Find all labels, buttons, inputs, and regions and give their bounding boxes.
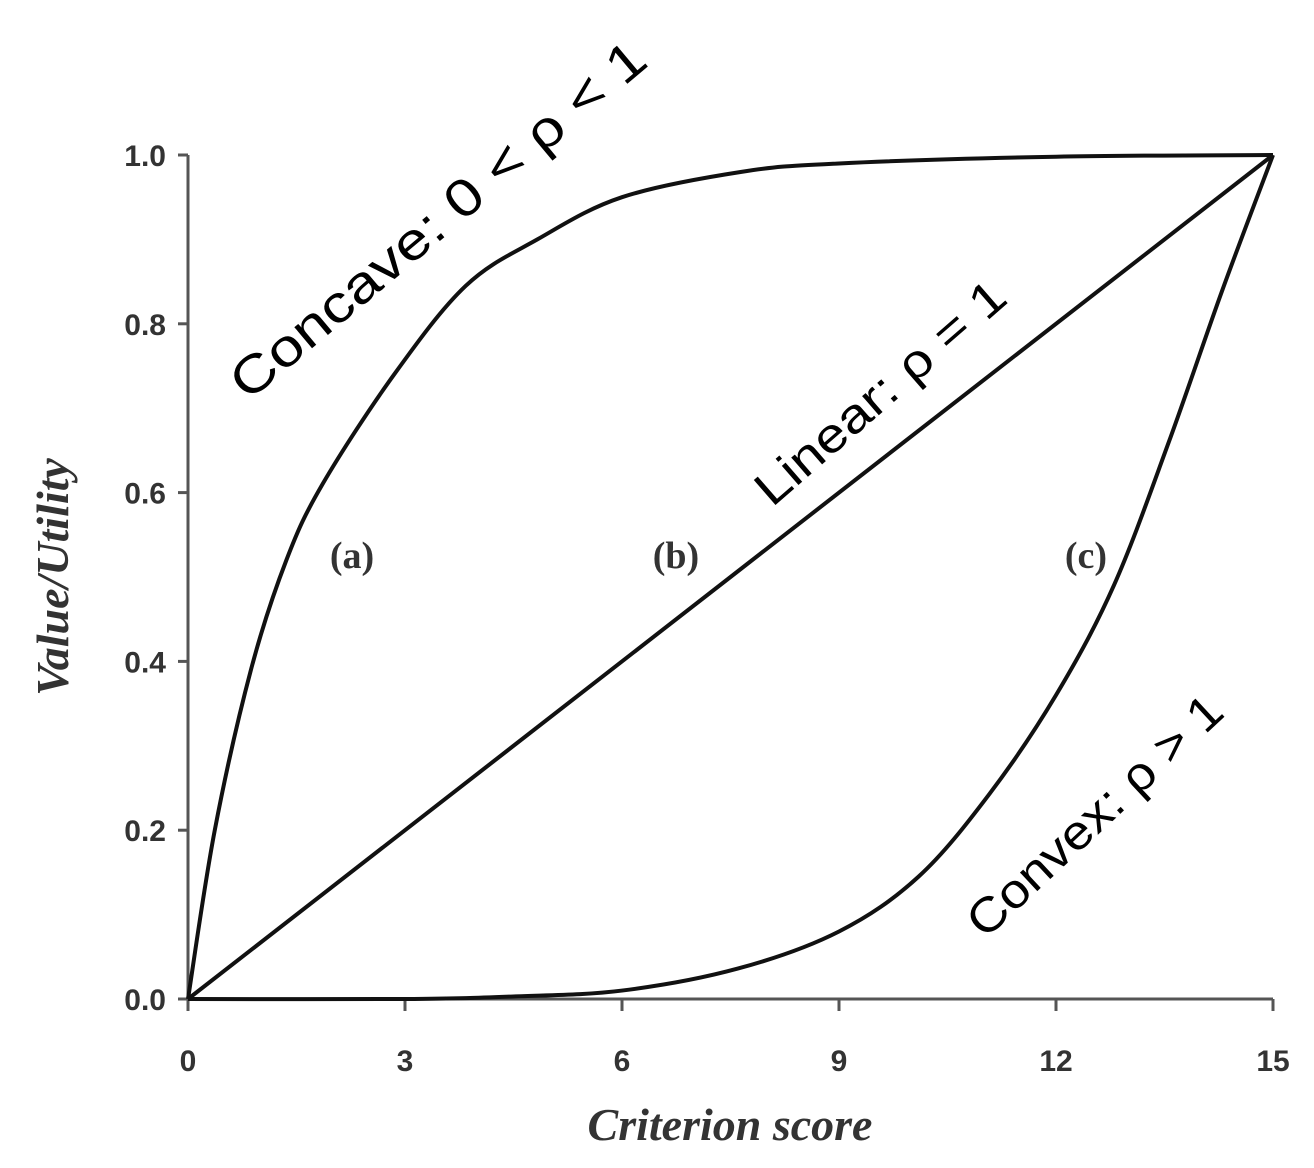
curve-label-a: (a) xyxy=(330,535,374,577)
curves xyxy=(186,153,1275,1002)
y-tick-label: 0.4 xyxy=(124,646,166,679)
x-tick-label: 6 xyxy=(614,1045,631,1078)
x-tick-label: 3 xyxy=(397,1045,414,1078)
x-tick-label: 9 xyxy=(831,1045,848,1078)
annotation-convex: Convex: ρ > 1 xyxy=(956,684,1233,948)
x-axis-title: Criterion score xyxy=(588,1099,873,1150)
annotation-linear: Linear: ρ = 1 xyxy=(744,270,1017,517)
curve-convex xyxy=(187,154,1275,1002)
x-tick-label: 0 xyxy=(180,1045,197,1078)
annotation-concave: Concave: 0 < ρ < 1 xyxy=(218,29,657,411)
y-tick-label: 1.0 xyxy=(124,140,166,173)
axes: 0.0 0.2 0.4 0.6 0.8 1.0 0 3 6 9 12 15 xyxy=(124,140,1289,1078)
x-tick-label: 15 xyxy=(1256,1045,1289,1078)
y-axis-title: Value/Utility xyxy=(27,458,78,696)
y-tick-label: 0.6 xyxy=(124,478,166,511)
y-tick-label: 0.8 xyxy=(124,309,166,342)
curve-label-c: (c) xyxy=(1065,535,1107,577)
x-tick-label: 12 xyxy=(1039,1045,1072,1078)
curve-label-b: (b) xyxy=(653,535,699,577)
curve-linear xyxy=(186,153,1275,1001)
y-tick-label: 0.2 xyxy=(124,815,166,848)
y-tick-label: 0.0 xyxy=(124,984,166,1017)
curve-concave xyxy=(186,153,1274,1000)
